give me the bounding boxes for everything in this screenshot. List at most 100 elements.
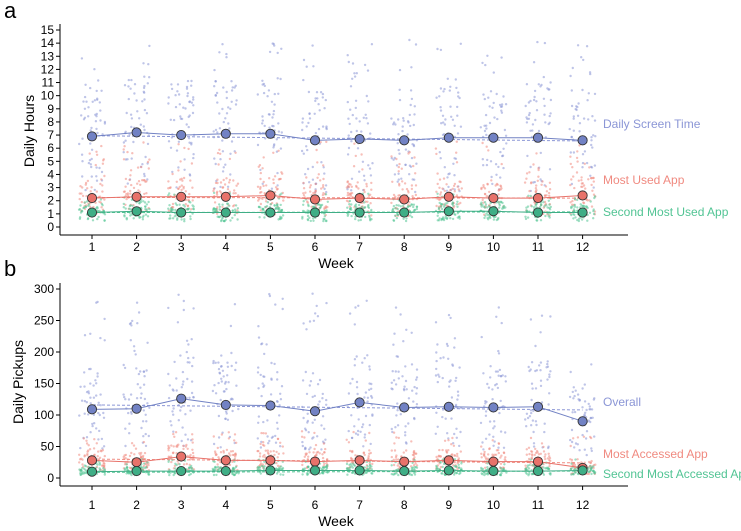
raw-point bbox=[588, 166, 591, 169]
raw-point bbox=[267, 89, 271, 92]
mean-marker bbox=[309, 207, 321, 218]
raw-point bbox=[356, 147, 360, 150]
raw-point bbox=[211, 389, 215, 393]
raw-point bbox=[361, 425, 364, 429]
raw-point bbox=[272, 42, 275, 46]
raw-point bbox=[270, 361, 273, 365]
raw-point bbox=[576, 160, 579, 163]
raw-point bbox=[143, 84, 146, 88]
raw-point bbox=[189, 453, 192, 457]
raw-point bbox=[353, 75, 357, 78]
raw-point bbox=[79, 211, 83, 214]
raw-point bbox=[365, 299, 368, 302]
raw-point bbox=[182, 380, 185, 383]
raw-point bbox=[370, 208, 373, 212]
raw-point bbox=[313, 394, 316, 398]
raw-point bbox=[410, 363, 414, 366]
raw-point bbox=[346, 184, 350, 188]
raw-point bbox=[439, 357, 442, 360]
raw-point bbox=[529, 99, 532, 103]
raw-point bbox=[126, 466, 129, 469]
raw-point bbox=[143, 128, 146, 132]
raw-point bbox=[167, 444, 170, 448]
raw-point bbox=[401, 188, 404, 191]
mean-marker bbox=[265, 207, 276, 218]
raw-point bbox=[263, 216, 266, 219]
mean-line bbox=[91, 194, 583, 200]
raw-point bbox=[409, 89, 413, 92]
raw-point bbox=[98, 101, 102, 104]
raw-point bbox=[179, 115, 182, 118]
raw-point bbox=[99, 109, 102, 112]
raw-point bbox=[279, 147, 283, 150]
raw-point bbox=[322, 217, 325, 221]
raw-point bbox=[349, 382, 352, 385]
raw-point bbox=[439, 157, 442, 160]
raw-point bbox=[360, 130, 363, 133]
raw-point bbox=[182, 447, 185, 451]
raw-point bbox=[312, 191, 315, 195]
raw-point bbox=[548, 375, 551, 379]
raw-point bbox=[460, 462, 463, 465]
raw-point bbox=[175, 445, 178, 448]
raw-point bbox=[543, 104, 546, 108]
raw-point bbox=[491, 388, 494, 391]
raw-point bbox=[85, 436, 89, 439]
raw-point bbox=[92, 384, 95, 387]
raw-point bbox=[444, 417, 447, 420]
raw-point bbox=[531, 387, 534, 390]
raw-point bbox=[538, 364, 541, 367]
raw-point bbox=[96, 375, 99, 378]
raw-point bbox=[258, 455, 262, 458]
raw-point bbox=[300, 435, 304, 438]
raw-point bbox=[325, 466, 328, 469]
raw-point bbox=[307, 455, 310, 458]
raw-point bbox=[94, 120, 98, 123]
raw-point bbox=[504, 431, 507, 434]
raw-point bbox=[186, 92, 190, 95]
raw-point bbox=[347, 441, 351, 444]
raw-point bbox=[594, 135, 597, 138]
y-tick-label: 3 bbox=[47, 181, 54, 195]
raw-point bbox=[569, 201, 572, 204]
raw-point bbox=[191, 451, 195, 455]
raw-point bbox=[146, 178, 149, 181]
raw-point bbox=[488, 447, 491, 450]
raw-point bbox=[530, 212, 534, 216]
raw-point bbox=[324, 98, 327, 102]
raw-point bbox=[390, 117, 393, 120]
raw-point bbox=[583, 383, 586, 386]
raw-point bbox=[319, 179, 322, 182]
mean-marker bbox=[443, 132, 454, 143]
raw-point bbox=[390, 387, 393, 390]
raw-point bbox=[257, 325, 260, 328]
raw-point bbox=[230, 100, 233, 104]
raw-point bbox=[148, 406, 151, 409]
mean-marker bbox=[176, 207, 187, 218]
raw-point bbox=[282, 452, 285, 455]
raw-point bbox=[362, 174, 366, 177]
raw-point bbox=[145, 180, 148, 183]
raw-point bbox=[544, 185, 548, 188]
raw-point bbox=[122, 206, 126, 209]
raw-point bbox=[218, 127, 222, 130]
raw-point bbox=[103, 122, 107, 125]
raw-point bbox=[315, 91, 319, 94]
raw-point bbox=[590, 139, 593, 142]
raw-point bbox=[545, 204, 548, 207]
raw-point bbox=[223, 382, 227, 385]
raw-point bbox=[324, 193, 328, 196]
raw-point bbox=[257, 415, 261, 418]
raw-point bbox=[504, 103, 508, 106]
raw-point bbox=[347, 392, 351, 395]
raw-point bbox=[96, 300, 99, 304]
raw-point bbox=[493, 453, 496, 456]
raw-point bbox=[436, 192, 439, 195]
y-tick-label: 1 bbox=[47, 207, 54, 221]
raw-point bbox=[179, 160, 182, 163]
raw-point bbox=[102, 467, 105, 470]
raw-point bbox=[229, 107, 232, 111]
raw-point bbox=[216, 151, 220, 155]
raw-point bbox=[304, 427, 307, 430]
raw-point bbox=[101, 184, 104, 187]
